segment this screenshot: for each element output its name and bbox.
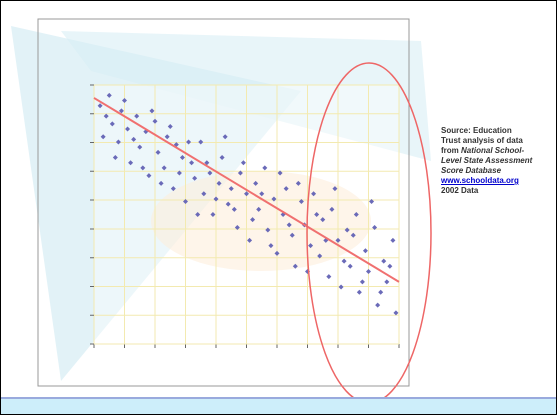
source-link[interactable]: www.schooldata.org	[441, 176, 519, 185]
chart	[1, 1, 556, 401]
source-label: Source:	[441, 126, 471, 135]
source-note: Source: Education Trust analysis of data…	[441, 126, 533, 196]
bottom-bar	[1, 397, 556, 415]
year-note: 2002 Data	[441, 186, 478, 195]
slide: Source: Education Trust analysis of data…	[0, 0, 557, 415]
